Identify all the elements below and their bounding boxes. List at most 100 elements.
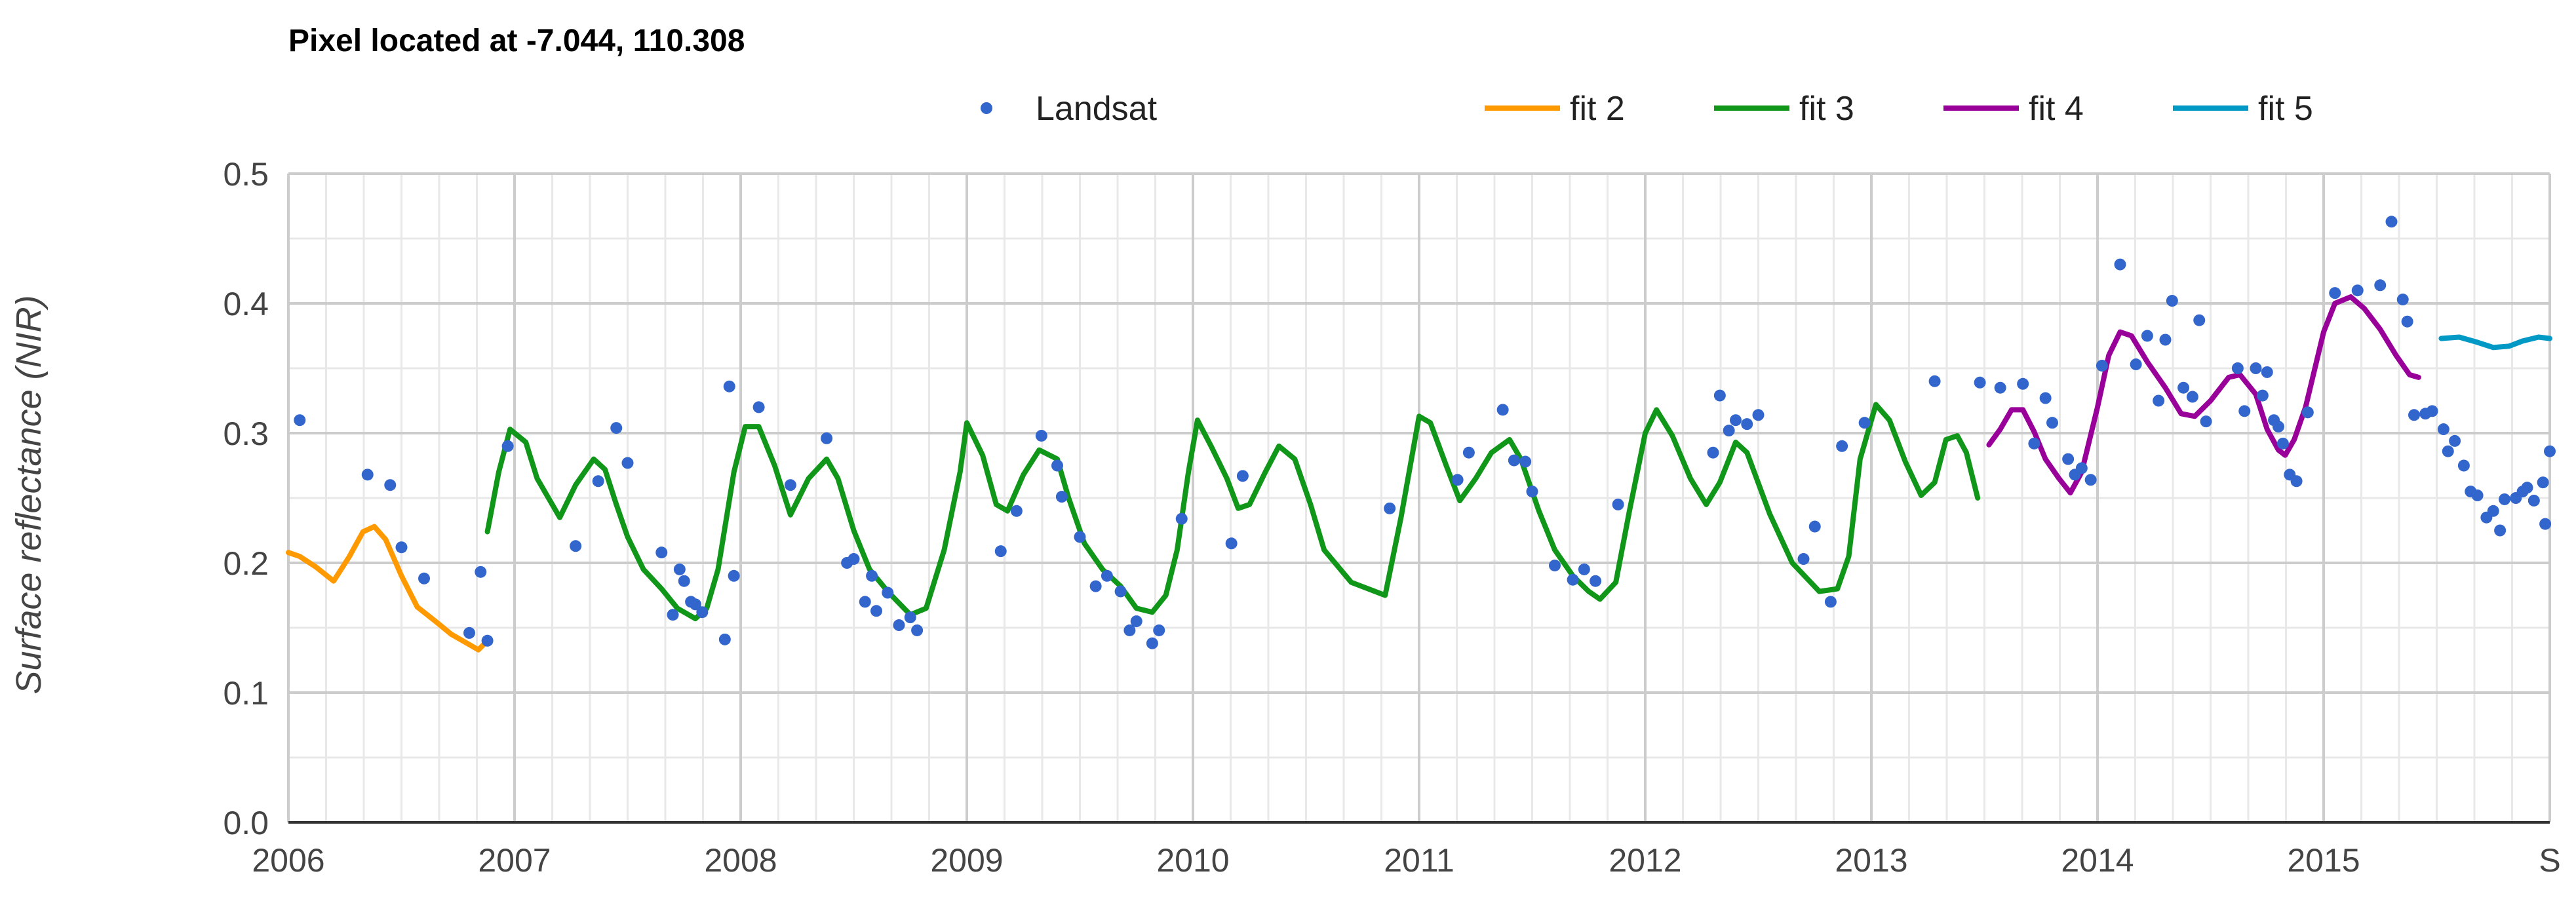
data-point-landsat	[821, 432, 833, 444]
data-point-landsat	[2426, 405, 2438, 417]
data-point-landsat	[2046, 417, 2058, 429]
data-point-landsat	[2114, 258, 2126, 271]
data-point-landsat	[667, 609, 679, 621]
data-point-landsat	[784, 479, 796, 491]
data-point-landsat	[870, 605, 882, 617]
legend-marker-landsat	[981, 102, 992, 114]
series-line-fit-5	[2438, 334, 2552, 351]
y-tick-label: 0.3	[223, 415, 269, 452]
data-point-landsat	[621, 457, 634, 469]
data-point-landsat	[2539, 518, 2552, 530]
legend-label-fit-5: fit 5	[2258, 90, 2313, 128]
data-point-landsat	[1508, 454, 1520, 467]
data-point-landsat	[2442, 445, 2454, 457]
x-tick-label: 2012	[1609, 842, 1681, 879]
x-tick-label: 2015	[2287, 842, 2360, 879]
data-point-landsat	[1526, 486, 1538, 498]
data-point-landsat	[893, 619, 905, 632]
data-point-landsat	[1101, 569, 1113, 582]
data-point-landsat	[1055, 491, 1068, 503]
data-point-landsat	[1723, 425, 1735, 437]
data-point-landsat	[418, 572, 430, 585]
data-point-landsat	[1612, 498, 1624, 510]
data-point-landsat	[2527, 494, 2540, 507]
data-point-landsat	[2186, 391, 2198, 403]
data-point-landsat	[2401, 315, 2413, 328]
data-point-landsat	[1824, 596, 1837, 608]
x-tick-label: 2009	[930, 842, 1003, 879]
data-point-landsat	[911, 624, 924, 636]
x-tick-label: 2010	[1156, 842, 1229, 879]
data-point-landsat	[1549, 559, 1561, 571]
legend-item-fit-3[interactable]: fit 3	[1714, 90, 1854, 128]
data-point-landsat	[2329, 287, 2341, 299]
legend-item-landsat[interactable]: Landsat	[981, 90, 1158, 128]
data-point-landsat	[570, 540, 582, 552]
data-point-landsat	[2301, 406, 2314, 419]
data-point-landsat	[1730, 414, 1742, 427]
data-point-landsat	[2457, 459, 2470, 472]
data-point-landsat	[361, 469, 374, 481]
grid	[287, 172, 2551, 824]
data-point-landsat	[1130, 615, 1142, 628]
data-point-landsat	[1225, 537, 1238, 550]
data-point-landsat	[2544, 445, 2556, 457]
data-point-landsat	[882, 586, 894, 599]
data-point-landsat	[1808, 520, 1821, 533]
data-point-landsat	[1567, 573, 1579, 586]
data-point-landsat	[1123, 624, 1136, 636]
data-point-landsat	[2250, 362, 2262, 374]
series-line-fit-3	[484, 402, 1981, 622]
data-point-landsat	[1578, 563, 1590, 575]
data-point-landsat	[2017, 377, 2029, 390]
data-point-landsat	[859, 596, 871, 608]
legend: Landsat fit 2 fit 3 fit 4 fit 5	[981, 90, 2313, 128]
data-point-landsat	[463, 626, 475, 639]
data-point-landsat	[2062, 453, 2075, 465]
data-point-landsat	[2273, 421, 2284, 433]
data-point-landsat	[1928, 375, 1941, 387]
data-point-landsat	[1114, 585, 1127, 598]
data-point-landsat	[690, 598, 701, 611]
data-point-landsat	[2028, 437, 2040, 450]
x-tick-label: 2013	[1835, 842, 1907, 879]
data-point-landsat	[866, 569, 878, 582]
data-point-landsat	[1713, 389, 1726, 402]
data-point-landsat	[2141, 330, 2153, 342]
data-point-landsat	[1462, 446, 1475, 459]
points-layer	[294, 216, 2556, 649]
data-point-landsat	[1451, 474, 1464, 486]
legend-item-fit-5[interactable]: fit 5	[2173, 90, 2313, 128]
legend-label-landsat: Landsat	[1036, 90, 1158, 128]
data-point-landsat	[2177, 381, 2190, 394]
data-point-landsat	[2159, 334, 2172, 346]
data-point-landsat	[2351, 284, 2364, 297]
legend-item-fit-4[interactable]: fit 4	[1943, 90, 2084, 128]
data-point-landsat	[2200, 415, 2212, 428]
data-point-landsat	[1175, 512, 1188, 525]
y-tick-label: 0.2	[223, 545, 269, 582]
data-point-landsat	[2193, 314, 2206, 326]
data-point-landsat	[1236, 470, 1249, 482]
data-point-landsat	[1994, 381, 2006, 394]
legend-item-fit-2[interactable]: fit 2	[1485, 90, 1625, 128]
data-point-landsat	[2256, 389, 2269, 402]
data-point-landsat	[395, 541, 408, 554]
data-point-landsat	[1752, 409, 1765, 421]
data-point-landsat	[678, 575, 690, 587]
data-point-landsat	[1010, 505, 1023, 517]
data-point-landsat	[2396, 294, 2409, 306]
data-point-landsat	[1153, 624, 1165, 636]
data-point-landsat	[994, 545, 1007, 558]
data-point-landsat	[904, 611, 916, 624]
data-point-landsat	[1707, 446, 1719, 459]
data-point-landsat	[2084, 474, 2097, 486]
data-point-landsat	[1797, 553, 1810, 565]
data-point-landsat	[2075, 462, 2088, 474]
data-point-landsat	[501, 440, 514, 452]
data-point-landsat	[2166, 295, 2178, 307]
data-point-landsat	[1384, 502, 1396, 514]
chart-title: Pixel located at -7.044, 110.308	[288, 24, 745, 58]
data-point-landsat	[2290, 475, 2303, 488]
